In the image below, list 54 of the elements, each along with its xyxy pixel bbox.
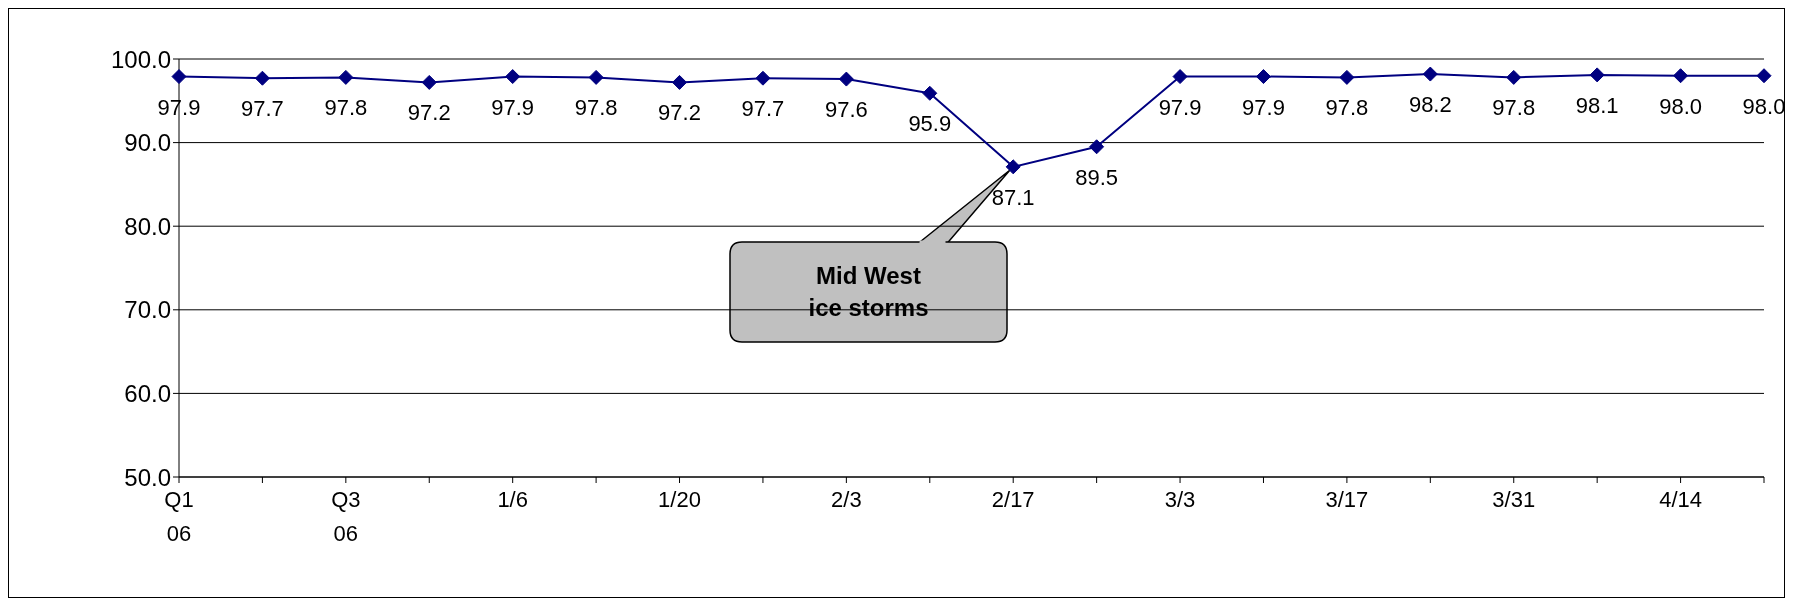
data-label: 97.9 [491,94,535,120]
data-label: 97.9 [1242,94,1285,120]
point [1339,69,1355,85]
point [672,74,688,90]
point [338,69,354,85]
data-label: 97.7 [241,96,284,122]
data-label: 98.0 [1742,93,1786,119]
x-tick-label: 3/17 [1325,487,1369,512]
x-tick-label: 2/17 [991,487,1035,512]
data-label: 97.8 [574,95,618,121]
point [838,71,854,87]
x-tick-label: 1/20 [658,487,701,512]
point [1005,159,1021,175]
x-tick-label: 1/6 [497,487,528,512]
data-label: 97.9 [157,94,201,120]
point [171,69,187,85]
data-label: 87.1 [991,184,1035,210]
y-tick-label: 70.0 [124,296,171,324]
point [588,69,604,85]
data-label: 98.2 [1408,92,1452,118]
data-label: 97.9 [1158,94,1202,120]
point [254,70,270,86]
point [1589,67,1605,83]
point [505,69,521,85]
point [922,85,938,101]
data-label: 97.8 [324,95,368,121]
data-label: 97.8 [1325,95,1369,121]
x-tick-label: 3/31 [1492,487,1536,512]
data-label: 97.8 [1492,95,1536,121]
point [755,70,771,86]
point [1255,69,1271,85]
data-label: 97.2 [658,100,701,126]
point [1756,68,1772,84]
data-label: 97.2 [407,100,451,126]
data-label: 89.5 [1075,164,1119,190]
data-label: 98.0 [1659,93,1702,119]
x-tick-label: 4/14 [1659,487,1702,512]
data-label: 97.6 [824,97,868,123]
point [1673,68,1689,84]
data-label: 95.9 [908,111,952,137]
point [1172,69,1188,85]
y-tick-label: 60.0 [124,379,171,407]
point [1422,66,1438,82]
y-tick-label: 100.0 [110,45,171,73]
y-tick-label: 80.0 [124,212,171,240]
x-tick-label: 2/3 [831,487,862,512]
point [1089,139,1105,155]
data-label: 97.7 [741,96,785,122]
x-tick-label: 3/3 [1164,487,1196,512]
y-tick-label: 90.0 [124,129,171,157]
data-label: 98.1 [1575,92,1619,118]
x-tick-label: Q3 06 [331,487,361,546]
point [421,74,437,90]
point [1506,69,1522,85]
